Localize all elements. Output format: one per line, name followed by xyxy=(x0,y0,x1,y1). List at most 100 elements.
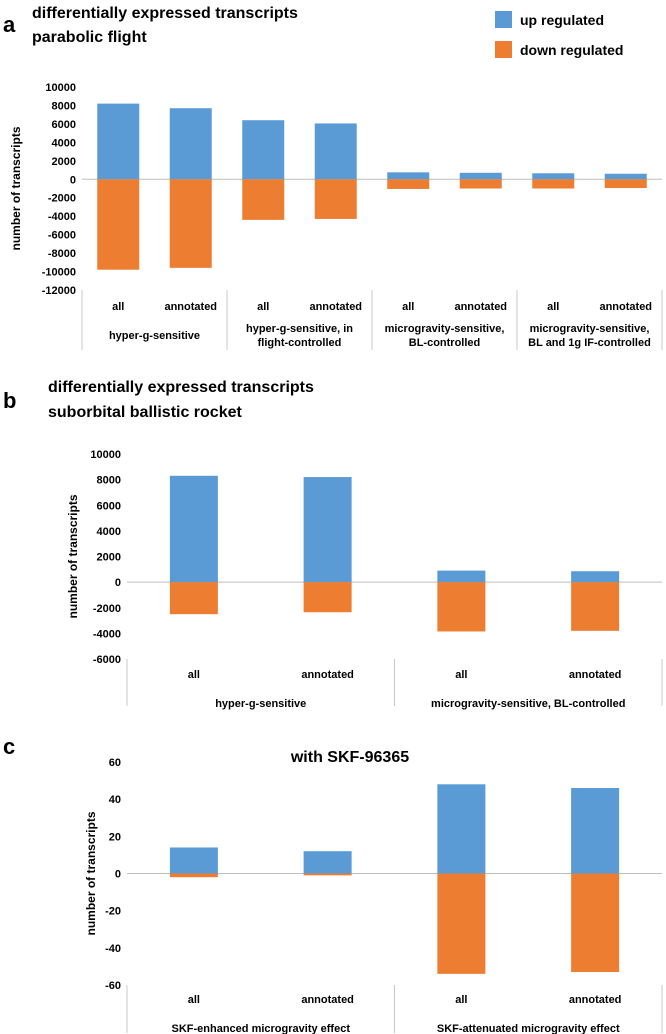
y-tick-label: 4000 xyxy=(52,137,76,149)
x-category-label: all xyxy=(188,669,200,681)
x-group-label: SKF-enhanced microgravity effect xyxy=(172,1023,351,1034)
bar-down xyxy=(169,873,218,878)
y-tick-label: 0 xyxy=(70,174,76,186)
x-group-label: hyper-g-sensitive, in xyxy=(246,323,353,335)
y-tick-label: -2000 xyxy=(93,603,121,615)
y-tick-label: -12000 xyxy=(42,285,76,297)
y-axis-label: number of transcripts xyxy=(66,494,80,618)
bar-down xyxy=(242,179,285,220)
x-category-label: all xyxy=(455,994,467,1006)
bar-up xyxy=(242,120,285,180)
x-group-label: microgravity-sensitive, xyxy=(385,323,505,335)
bar-down xyxy=(387,179,430,189)
y-tick-label: 10000 xyxy=(90,449,121,461)
panel-b-label: b xyxy=(3,388,16,413)
bar-up xyxy=(97,103,140,180)
y-tick-label: 20 xyxy=(109,831,121,843)
x-category-label: annotated xyxy=(599,301,652,313)
y-tick-label: 8000 xyxy=(52,100,76,112)
y-tick-label: -6000 xyxy=(48,230,76,242)
y-tick-label: -10000 xyxy=(42,267,76,279)
bar-up xyxy=(571,571,620,583)
legend-down-label: down regulated xyxy=(520,42,623,58)
y-tick-label: -20 xyxy=(105,906,121,918)
bar-down xyxy=(303,582,352,613)
chart-title-line: differentially expressed transcripts xyxy=(48,379,314,396)
y-tick-label: -60 xyxy=(105,980,121,992)
y-axis-label: number of transcripts xyxy=(84,811,98,935)
panel-a-label: a xyxy=(3,12,16,37)
bar-down xyxy=(169,582,218,615)
bar-up xyxy=(169,108,212,180)
y-tick-label: -4000 xyxy=(93,628,121,640)
bar-down xyxy=(532,179,575,189)
x-group-label: flight-controlled xyxy=(258,337,342,349)
x-category-label: all xyxy=(112,301,124,313)
panel-c-label: c xyxy=(3,734,15,759)
x-group-label: BL and 1g IF-controlled xyxy=(528,337,651,349)
x-category-label: annotated xyxy=(301,994,354,1006)
chart-suborbital-rocket: differentially expressed transcripts subo… xyxy=(48,379,663,710)
bar-up xyxy=(571,788,620,874)
bar-up xyxy=(459,172,502,180)
bar-down xyxy=(571,873,620,972)
x-category-label: all xyxy=(547,301,559,313)
x-category-label: annotated xyxy=(454,301,507,313)
y-tick-label: -8000 xyxy=(48,248,76,260)
bar-down xyxy=(169,179,212,268)
chart-skf-96365: with SKF-96365 number of transcripts -60 -4… xyxy=(84,749,663,1034)
y-tick-label: 2000 xyxy=(97,552,121,564)
x-group-label: microgravity-sensitive, xyxy=(530,323,650,335)
y-tick-label: -40 xyxy=(105,943,121,955)
chart-title-line: differentially expressed transcripts xyxy=(32,5,298,22)
bar-up xyxy=(387,172,430,180)
bar-down xyxy=(437,582,486,632)
bar-down xyxy=(97,179,140,270)
legend-down-swatch xyxy=(495,41,512,58)
bar-down xyxy=(459,179,502,189)
bar-down xyxy=(303,873,352,876)
bar-up xyxy=(169,475,218,583)
bar-up xyxy=(303,851,352,874)
y-tick-label: -2000 xyxy=(48,193,76,205)
chart-title-line: suborbital ballistic rocket xyxy=(48,404,243,421)
x-group-label: microgravity-sensitive, BL-controlled xyxy=(431,698,625,710)
x-group-label: BL-controlled xyxy=(409,337,481,349)
bar-down xyxy=(571,582,620,631)
y-tick-label: 2000 xyxy=(52,156,76,168)
bar-up xyxy=(437,570,486,583)
y-tick-label: 60 xyxy=(109,757,121,769)
bar-up xyxy=(169,847,218,874)
x-group-label: hyper-g-sensitive xyxy=(215,698,306,710)
bar-up xyxy=(314,123,357,180)
y-tick-label: -6000 xyxy=(93,654,121,666)
bar-down xyxy=(604,179,647,189)
bar-up xyxy=(437,784,486,874)
bar-up xyxy=(532,173,575,180)
bar-up xyxy=(303,477,352,583)
legend-up-swatch xyxy=(495,11,512,28)
y-tick-label: 6000 xyxy=(52,119,76,131)
y-tick-label: 10000 xyxy=(45,82,76,94)
y-tick-label: 4000 xyxy=(97,526,121,538)
y-tick-label: -4000 xyxy=(48,211,76,223)
x-group-label: SKF-attenuated microgravity effect xyxy=(437,1023,620,1034)
y-axis-label: number of transcripts xyxy=(9,126,23,250)
y-tick-label: 0 xyxy=(115,577,121,589)
bar-up xyxy=(604,173,647,180)
chart-title-line: with SKF-96365 xyxy=(290,749,409,766)
x-category-label: annotated xyxy=(164,301,217,313)
bar-down xyxy=(437,873,486,974)
bar-down xyxy=(314,179,357,219)
chart-parabolic-flight: differentially expressed transcripts para… xyxy=(9,5,663,350)
x-category-label: annotated xyxy=(569,994,622,1006)
x-category-label: annotated xyxy=(309,301,362,313)
y-tick-label: 40 xyxy=(109,794,121,806)
legend-up-label: up regulated xyxy=(520,12,604,28)
x-group-label: hyper-g-sensitive xyxy=(109,330,200,342)
x-category-label: all xyxy=(257,301,269,313)
x-category-label: all xyxy=(188,994,200,1006)
y-tick-label: 0 xyxy=(115,869,121,881)
y-tick-label: 8000 xyxy=(97,475,121,487)
x-category-label: annotated xyxy=(301,669,354,681)
